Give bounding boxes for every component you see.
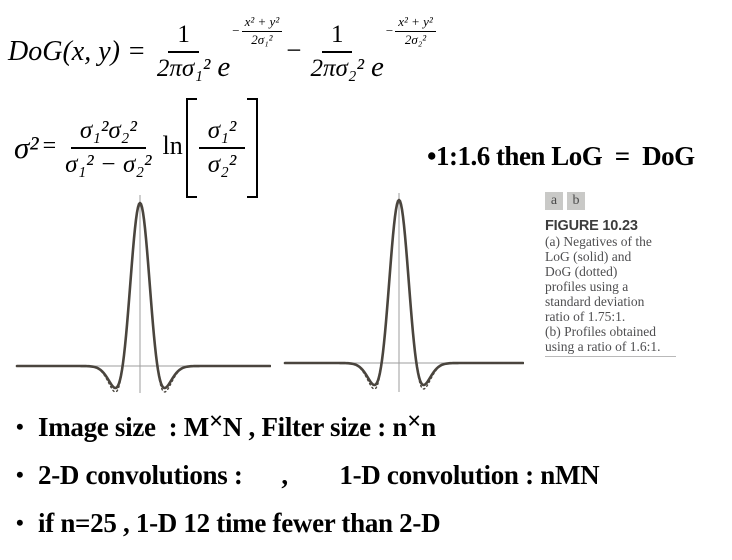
bullet-marker: • xyxy=(16,414,24,439)
sigma-main-fraction: σ₁²σ₂² σ₁² − σ₂² xyxy=(65,117,152,179)
bullet-convolutions: • 2-D convolutions : , 1-D convolution :… xyxy=(16,460,600,491)
caption-line: standard deviation xyxy=(545,294,645,309)
plot-a-log-dog-1.75 xyxy=(15,195,271,393)
dog-frac-2-num: 1 xyxy=(321,21,353,53)
bullet-marker: • xyxy=(16,462,24,487)
ratio-note: •1:1.6 then LoG = DoG xyxy=(427,141,695,172)
bullet-image-size: • Image size : M×N , Filter size : n×n xyxy=(16,408,436,443)
dog-formula: DoG(x, y) = 1 2πσ₁² e − x² + y² 2σ₁² − 1… xyxy=(8,6,436,98)
caption-line: DoG (dotted) xyxy=(545,264,618,279)
note-bullet-marker: • xyxy=(427,141,436,171)
sigma-formula-lhs: σ² xyxy=(14,130,39,165)
bullet-text: Image size : M×N , Filter size : n×n xyxy=(38,408,436,443)
exp-2-num: x² + y² xyxy=(395,14,436,32)
exp-2-den: 2σ₂² xyxy=(404,31,427,47)
caption-line: (b) Profiles obtained xyxy=(545,324,656,339)
ln-operator: ln xyxy=(162,131,183,160)
times-icon: × xyxy=(208,408,223,435)
sigma-inner-fraction: σ₁² σ₂² xyxy=(198,117,246,179)
exp-1-den: 2σ₁² xyxy=(251,31,273,47)
dog-exp-term-1: e − x² + y² 2σ₁² xyxy=(217,14,283,83)
caption-line: profiles using a xyxy=(545,279,629,294)
figure-caption: a b FIGURE 10.23 (a) Negatives of the Lo… xyxy=(545,192,717,354)
dog-frac-1-den: 2πσ₁² xyxy=(156,55,211,82)
dog-frac-2: 1 2πσ₂² xyxy=(310,21,364,83)
sigma-equals: = xyxy=(42,132,57,159)
exp-1-minus: − xyxy=(232,23,240,38)
e-symbol-1: e xyxy=(217,50,231,83)
bullet-comparison: • if n=25 , 1-D 12 time fewer than 2-D xyxy=(16,508,441,539)
sigma-inner-den: σ₂² xyxy=(207,151,237,178)
panel-labels: a b xyxy=(545,192,717,210)
sigma-inner-num: σ₁² xyxy=(198,117,246,149)
panel-label-b: b xyxy=(567,192,585,210)
exp-1-fraction: x² + y² 2σ₁² xyxy=(241,14,283,47)
dog-exponent-1: − x² + y² 2σ₁² xyxy=(232,14,283,47)
dog-frac-2-den: 2πσ₂² xyxy=(310,55,364,82)
caption-line: (a) Negatives of the xyxy=(545,234,652,249)
bullet1-seg: n xyxy=(421,412,436,442)
bullet-text: if n=25 , 1-D 12 time fewer than 2-D xyxy=(38,508,441,538)
bullet1-seg: N , Filter size : n xyxy=(222,412,408,442)
bullet-text: 2-D convolutions : , 1-D convolution : n… xyxy=(38,460,600,490)
dog-frac-1-num: 1 xyxy=(168,21,199,53)
caption-line: LoG (solid) and xyxy=(545,249,632,264)
dog-formula-lhs: DoG(x, y) = xyxy=(8,36,146,67)
sigma-frac-num: σ₁²σ₂² xyxy=(70,117,146,149)
left-bracket xyxy=(185,98,197,198)
dog-minus-operator: − xyxy=(286,34,302,65)
dog-exp-term-2: e − x² + y² 2σ₂² xyxy=(371,14,436,83)
panel-label-a: a xyxy=(545,192,563,210)
note-text: 1:1.6 then LoG = DoG xyxy=(435,141,695,171)
exp-2-minus: − xyxy=(385,23,394,38)
caption-divider xyxy=(545,356,676,357)
times-icon: × xyxy=(407,408,422,435)
plot-b-log-dog-1.6 xyxy=(283,193,524,392)
dog-frac-1: 1 2πσ₁² xyxy=(156,21,211,83)
right-bracket xyxy=(247,98,259,198)
dog-exponent-2: − x² + y² 2σ₂² xyxy=(385,14,436,47)
caption-line: using a ratio of 1.6:1. xyxy=(545,339,661,354)
exp-1-num: x² + y² xyxy=(241,14,283,32)
bullet-marker: • xyxy=(16,510,24,535)
sigma-formula: σ² = σ₁²σ₂² σ₁² − σ₂² ln σ₁² σ₂² xyxy=(14,96,259,200)
sigma-frac-den: σ₁² − σ₂² xyxy=(65,151,152,178)
figure-number: FIGURE 10.23 xyxy=(545,218,638,234)
exp-2-fraction: x² + y² 2σ₂² xyxy=(395,14,436,47)
caption-line: ratio of 1.75:1. xyxy=(545,309,626,324)
bullet1-seg: Image size : M xyxy=(38,412,209,442)
e-symbol-2: e xyxy=(371,50,384,83)
